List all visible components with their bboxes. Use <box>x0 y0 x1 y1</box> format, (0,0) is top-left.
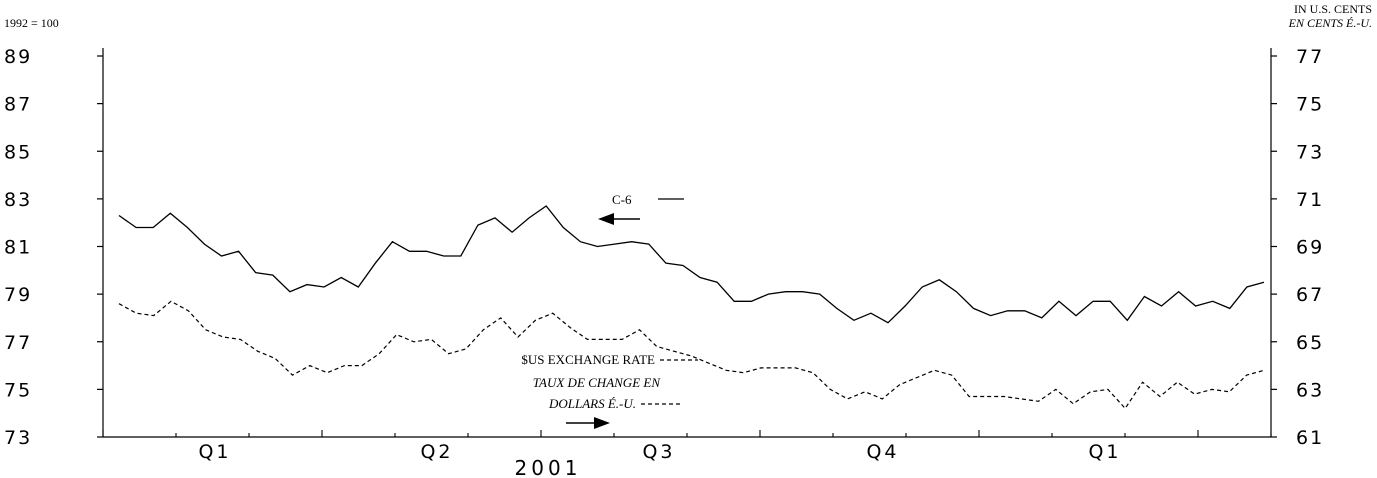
left-tick-label: 75 <box>4 379 32 401</box>
right-tick-label: 77 <box>1296 46 1324 68</box>
right-axis-ticks: 77 75 73 71 69 67 65 63 61 <box>1271 46 1324 449</box>
left-tick-label: 73 <box>4 427 32 449</box>
fx-annotation-line3: DOLLARS É.-U. <box>548 396 636 411</box>
right-tick-label: 71 <box>1296 189 1324 211</box>
right-tick-label: 75 <box>1296 94 1324 116</box>
series-line-c6 <box>118 205 1265 324</box>
fx-annotation-line2: TAUX DE CHANGE EN <box>533 375 662 390</box>
left-tick-label: 87 <box>4 94 32 116</box>
x-quarter-label: Q2 <box>420 441 453 463</box>
left-tick-label: 89 <box>4 46 32 68</box>
left-axis-unit-label: 1992 = 100 <box>4 16 59 30</box>
right-tick-label: 65 <box>1296 332 1324 354</box>
x-quarter-label: Q1 <box>1088 441 1121 463</box>
series-line-us-exchange-rate <box>118 300 1265 410</box>
right-axis-unit-label-fr: EN CENTS É.-U. <box>1288 16 1372 30</box>
c6-annotation-label: C-6 <box>612 192 632 207</box>
x-year-label: 2001 <box>515 456 582 478</box>
x-quarter-label: Q4 <box>866 441 899 463</box>
left-tick-label: 81 <box>4 237 32 259</box>
left-arrow-icon <box>598 213 640 225</box>
right-axis-unit-label-en: IN U.S. CENTS <box>1294 2 1372 16</box>
x-quarter-label: Q1 <box>198 441 231 463</box>
right-tick-label: 69 <box>1296 237 1324 259</box>
right-arrow-icon <box>566 417 610 429</box>
right-tick-label: 63 <box>1296 379 1324 401</box>
left-tick-label: 85 <box>4 141 32 163</box>
right-tick-label: 73 <box>1296 141 1324 163</box>
left-tick-label: 77 <box>4 332 32 354</box>
left-tick-label: 79 <box>4 284 32 306</box>
right-tick-label: 61 <box>1296 427 1324 449</box>
left-tick-label: 83 <box>4 189 32 211</box>
left-axis-ticks: 89 87 85 83 81 79 77 75 73 <box>4 46 103 449</box>
x-quarter-label: Q3 <box>642 441 675 463</box>
right-tick-label: 67 <box>1296 284 1324 306</box>
x-axis-ticks <box>102 430 1272 437</box>
fx-annotation-line1: $US EXCHANGE RATE <box>521 352 655 367</box>
